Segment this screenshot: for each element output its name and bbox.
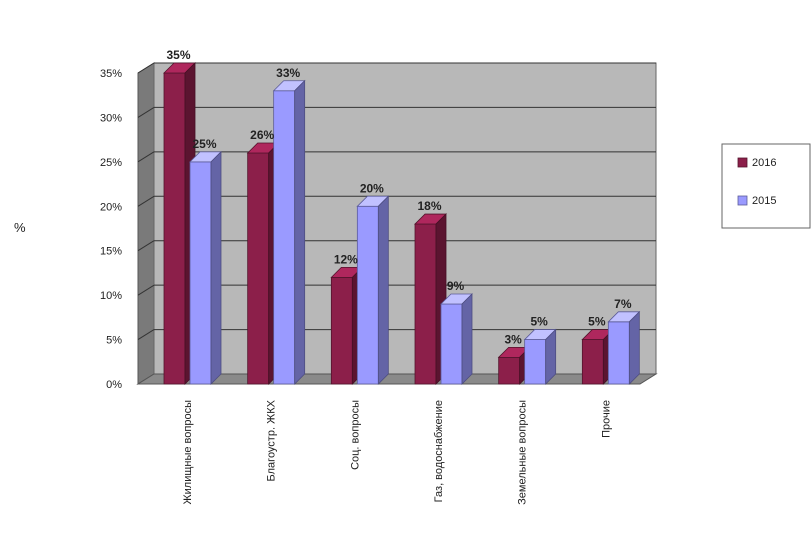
bar-side: [377, 195, 389, 385]
data-label: 5%: [530, 315, 548, 329]
bar-front: [581, 339, 604, 385]
bar-front: [440, 303, 463, 385]
data-label: 33%: [276, 66, 300, 80]
bar-2015-6: [607, 310, 641, 385]
plot-walls: [136, 62, 658, 385]
gridline-side: [137, 107, 155, 118]
gridline-side: [137, 62, 155, 74]
category-label: Газ, водоснабжение: [433, 400, 445, 502]
data-label: 26%: [250, 128, 274, 142]
category-label: Благоустр. ЖКХ: [266, 399, 278, 481]
legend-label: 2016: [752, 157, 776, 169]
gridline-side: [137, 195, 155, 207]
data-label: 5%: [588, 315, 606, 329]
bar-2015-2: [272, 79, 306, 385]
category-labels: Жилищные вопросы Благоустр. ЖКХ Соц. вопро…: [182, 399, 612, 504]
gridline-side: [137, 329, 155, 340]
legend: 2016 2015: [721, 143, 811, 229]
side-wall: [137, 62, 155, 385]
category-label: Прочие: [600, 400, 612, 438]
back-wall: [153, 62, 657, 375]
bar-2015-4: [440, 293, 473, 385]
data-labels: 35% 25% 26% 33% 12% 20% 18% 9% 3% 5% 5% 7%: [166, 48, 631, 346]
bar-2015-3: [356, 195, 390, 385]
data-label: 35%: [166, 48, 190, 62]
bars: [163, 62, 641, 385]
y-tick-label: 0%: [106, 379, 122, 391]
bar-front: [330, 276, 353, 385]
bar-side: [628, 310, 640, 385]
bar-front: [414, 223, 437, 385]
y-tick-label: 20%: [100, 201, 122, 213]
bar-front: [273, 90, 296, 385]
y-axis-label: %: [14, 220, 26, 235]
bar-front: [498, 356, 521, 385]
data-label: 18%: [417, 199, 441, 213]
y-tick-label: 30%: [100, 112, 122, 124]
legend-label: 2015: [752, 195, 776, 207]
y-tick-label: 5%: [106, 335, 122, 347]
bar-front: [189, 161, 212, 385]
bar-side: [545, 328, 557, 385]
bar-front: [247, 152, 270, 385]
legend-swatch: [737, 157, 748, 168]
data-label: 20%: [360, 181, 384, 195]
data-label: 25%: [192, 137, 216, 151]
bar-front: [524, 339, 547, 385]
data-label: 3%: [504, 332, 522, 346]
bar-side: [294, 79, 306, 385]
category-label: Жилищные вопросы: [182, 400, 194, 505]
y-tick-label: 25%: [100, 157, 122, 169]
y-tick-labels: 0% 5% 10% 15% 20% 25% 30% 35%: [100, 68, 122, 391]
gridlines: [137, 62, 656, 340]
data-label: 7%: [614, 297, 632, 311]
legend-swatch: [737, 195, 748, 206]
legend-box: [721, 143, 811, 229]
gridline-side: [137, 240, 155, 252]
bar-front: [163, 72, 186, 385]
bar-front: [356, 205, 379, 385]
category-label: Земельные вопросы: [517, 400, 529, 505]
y-tick-label: 10%: [100, 290, 122, 302]
bar-2015-1: [189, 150, 222, 385]
bar-2015-5: [523, 328, 557, 385]
gridline-side: [137, 284, 155, 296]
gridline-side: [137, 151, 155, 163]
y-tick-label: 35%: [100, 68, 122, 80]
data-label: 12%: [334, 252, 358, 266]
bar-side: [210, 150, 222, 385]
data-label: 9%: [447, 279, 465, 293]
category-label: Соц. вопросы: [349, 400, 361, 470]
bar-front: [607, 321, 630, 385]
y-tick-label: 15%: [100, 246, 122, 258]
bar-side: [461, 293, 473, 385]
